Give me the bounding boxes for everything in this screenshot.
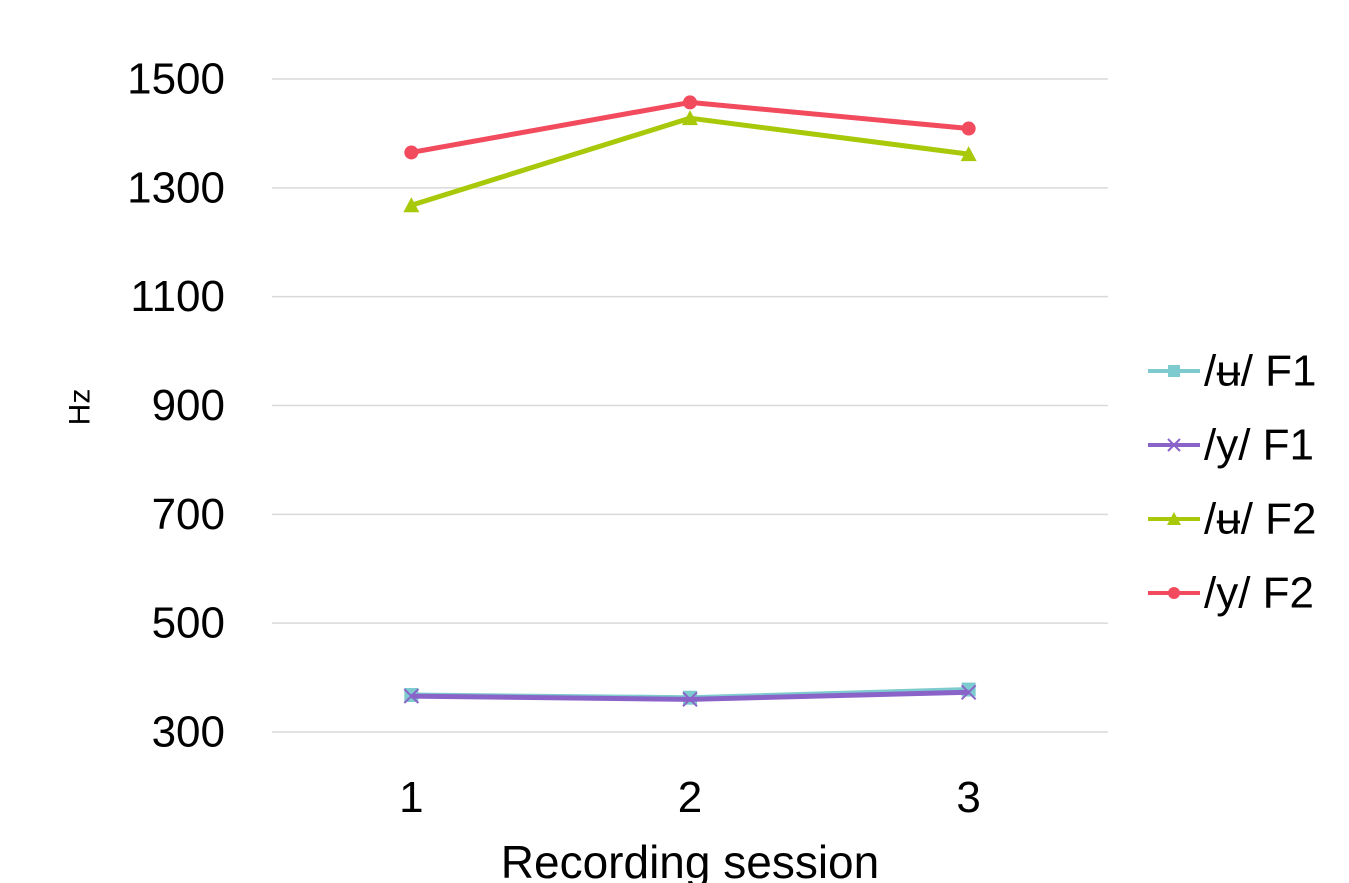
y-tick-label: 500	[152, 599, 225, 648]
data-point	[403, 197, 420, 213]
x-tick-label: 2	[678, 773, 702, 822]
data-point	[403, 688, 420, 704]
y-tick-label: 1100	[130, 272, 225, 321]
legend-item: /ʉ/ F2	[1148, 495, 1317, 544]
legend-label: /y/ F1	[1204, 421, 1314, 470]
data-point	[1167, 438, 1181, 452]
legend-label: /ʉ/ F1	[1204, 347, 1317, 396]
data-point	[682, 110, 698, 126]
series-line	[410, 115, 969, 208]
data-point	[682, 691, 698, 708]
series-4	[404, 95, 976, 160]
data-point	[960, 684, 977, 700]
series-2	[403, 684, 977, 708]
y-tick-label: 300	[152, 708, 225, 757]
y-tick-label: 1500	[127, 55, 225, 104]
data-point	[961, 121, 976, 136]
x-axis-title: Recording session	[501, 836, 879, 883]
y-tick-label: 900	[152, 381, 225, 430]
legend-label: /y/ F2	[1204, 569, 1314, 618]
data-point	[1168, 587, 1180, 599]
data-point	[960, 146, 977, 162]
legend-label: /ʉ/ F2	[1204, 495, 1317, 544]
data-point	[1168, 365, 1180, 377]
legend-item: /ʉ/ F1	[1148, 347, 1317, 396]
x-tick-label: 3	[956, 773, 980, 822]
data-point	[1167, 512, 1181, 525]
legend: /ʉ/ F1/y/ F1/ʉ/ F2/y/ F2	[1148, 347, 1317, 618]
y-tick-label: 700	[152, 490, 225, 539]
legend-item: /y/ F1	[1148, 421, 1314, 470]
series-3	[403, 110, 977, 213]
y-tick-label: 1300	[127, 163, 225, 212]
x-axis-ticks: 1 2 3	[399, 773, 981, 822]
data-point	[683, 95, 697, 110]
gridlines	[272, 78, 1108, 733]
y-axis-title: Hz	[64, 389, 97, 426]
legend-item: /y/ F2	[1148, 569, 1314, 618]
y-axis-ticks: 300 500 700 900 1100 1300 1500	[127, 55, 225, 757]
series-layer	[403, 95, 977, 708]
data-point	[404, 145, 419, 160]
x-tick-label: 1	[399, 773, 423, 822]
